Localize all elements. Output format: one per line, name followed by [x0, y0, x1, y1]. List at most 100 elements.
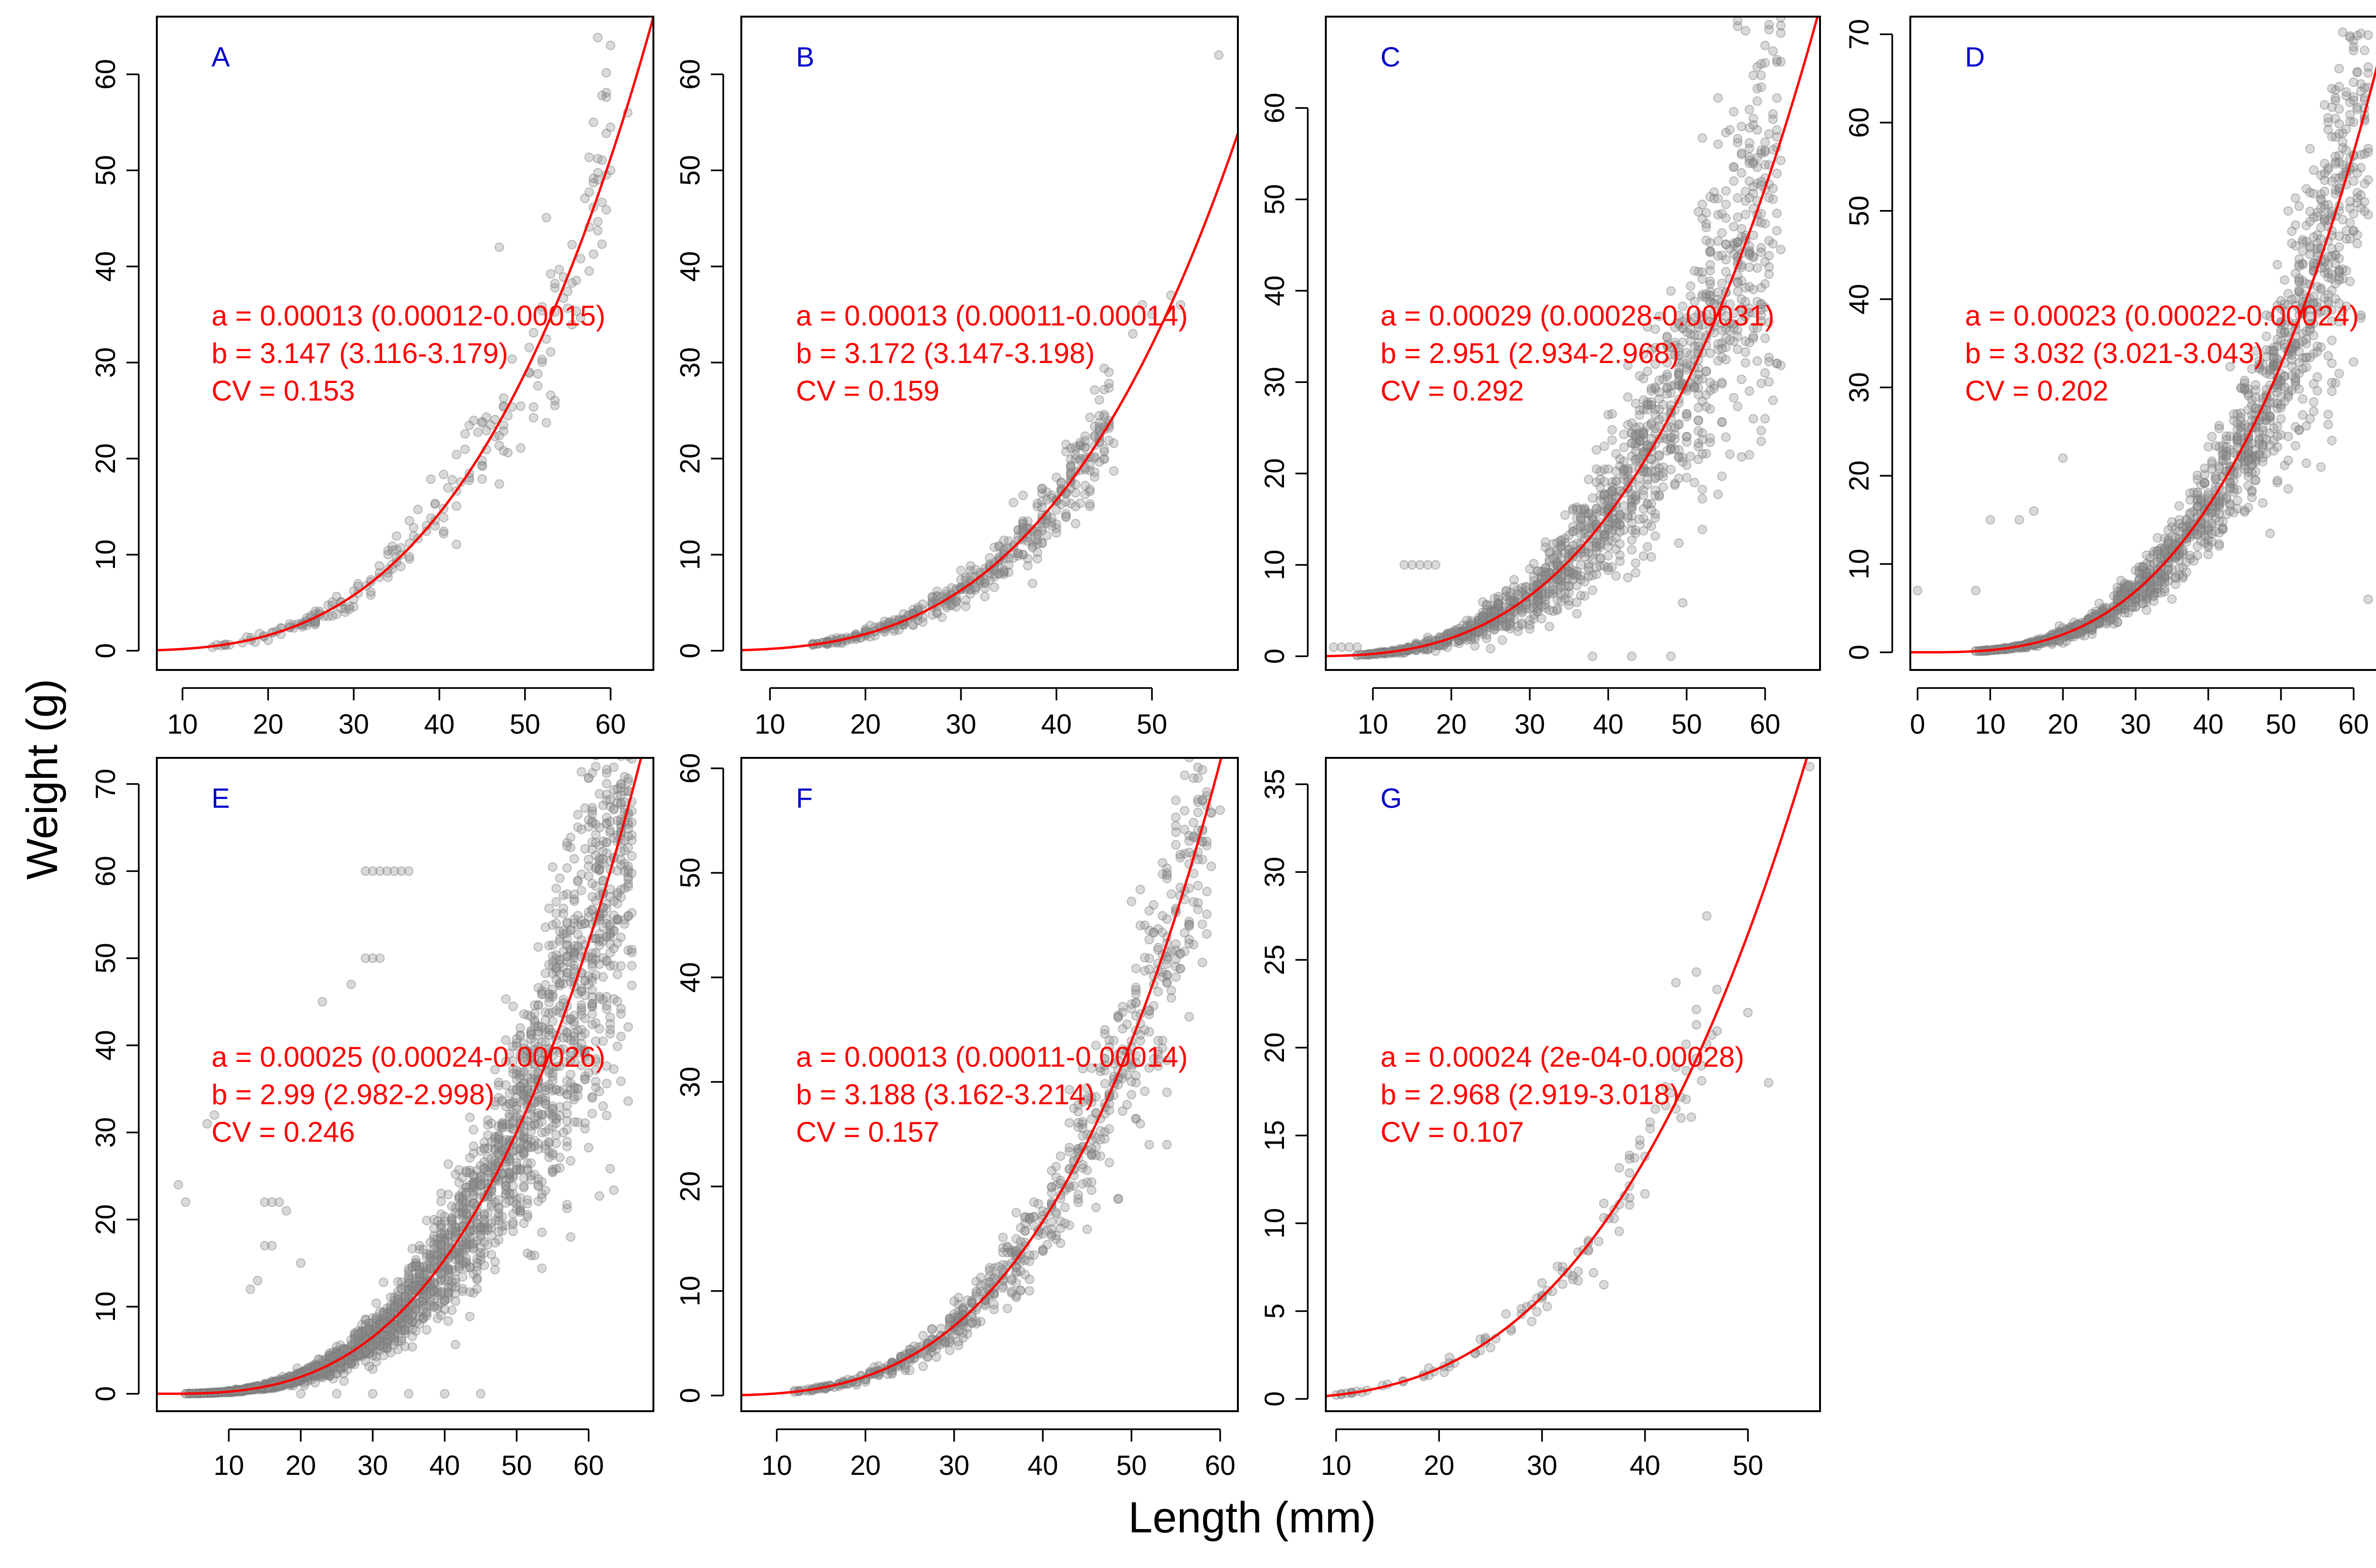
panel-C-point	[1744, 338, 1754, 348]
panel-B-point	[1027, 537, 1037, 547]
panel-C-point	[1666, 350, 1676, 360]
panel-B-point	[1090, 385, 1100, 395]
panel-B-point	[1023, 516, 1033, 526]
panel-C-point	[1697, 374, 1707, 384]
panel-C-point	[1654, 394, 1664, 404]
panel-C-point	[1521, 582, 1531, 592]
panel-B-point	[1085, 487, 1095, 497]
panel-B-point	[1080, 465, 1090, 475]
panel-E-point	[551, 883, 561, 893]
panel-C-point	[1588, 493, 1598, 503]
panel-C-point	[1736, 452, 1746, 462]
panel-D-point	[2334, 157, 2344, 167]
panel-A-point	[340, 604, 350, 614]
panel-D-point	[2334, 253, 2344, 263]
panel-C-point	[1631, 423, 1641, 433]
panel-C-point	[1607, 518, 1617, 528]
panel-C-point	[1533, 597, 1542, 607]
panel-B-point	[1099, 363, 1109, 373]
panel-C-point	[1541, 566, 1551, 576]
panel-C-point	[1600, 441, 1609, 451]
panel-D-point	[2214, 423, 2224, 433]
panel-A-point	[387, 545, 397, 555]
panel-C-point	[1650, 459, 1660, 469]
panel-C-point	[1776, 245, 1786, 255]
panel-C-point	[1603, 563, 1613, 573]
panel-A-point	[481, 412, 491, 422]
panel-A-y-tick-label: 60	[90, 59, 121, 90]
panel-D-point	[2319, 214, 2329, 224]
panel-C-point	[1591, 509, 1601, 519]
panel-C-point	[1717, 278, 1727, 288]
panel-C-point	[1741, 26, 1751, 36]
panel-C-point	[1600, 523, 1609, 533]
panel-C-x-tick-label: 20	[1436, 709, 1467, 740]
panel-C-point	[1717, 209, 1727, 219]
panel-A-point	[575, 254, 585, 264]
panel-C-point	[1697, 428, 1707, 438]
panel-A-point	[439, 513, 449, 523]
panel-B-point	[1008, 540, 1018, 550]
panel-C-point	[1595, 474, 1605, 484]
panel-C-point	[1705, 266, 1715, 276]
panel-B-point	[1047, 517, 1057, 527]
panel-C-point	[1638, 428, 1648, 438]
panel-C-point	[1494, 604, 1504, 614]
panel-D-outlier-point	[2014, 515, 2024, 525]
panel-A-point	[593, 226, 603, 236]
panel-C-point	[1568, 505, 1578, 515]
panel-C-point	[1756, 248, 1766, 257]
panel-A-x-tick-label: 40	[424, 709, 455, 740]
panel-B-point	[961, 595, 971, 605]
panel-B-point	[1066, 461, 1076, 471]
panel-A-point	[580, 193, 590, 203]
panel-C-point	[1650, 423, 1660, 433]
panel-C-point	[1694, 383, 1704, 393]
panel-B-point	[1071, 442, 1081, 452]
panel-E-point	[580, 1028, 590, 1038]
panel-C-point	[1662, 382, 1672, 392]
panel-C-point	[1556, 565, 1566, 575]
panel-C-point	[1650, 472, 1660, 482]
panel-C-point	[1697, 435, 1707, 445]
panel-B-point	[1104, 378, 1114, 388]
panel-C-point	[1674, 381, 1684, 391]
panel-C-point	[1717, 379, 1727, 389]
panel-E-point	[602, 1079, 612, 1089]
panel-B-point	[970, 583, 980, 593]
panel-C-point	[1529, 572, 1539, 582]
panel-C-point	[1505, 623, 1515, 633]
panel-B-point	[1075, 440, 1085, 450]
panel-B-point	[1104, 383, 1114, 393]
panel-B-point	[966, 561, 976, 571]
panel-A-point	[588, 173, 598, 183]
panel-C-point	[1721, 239, 1731, 249]
panel-C-point	[1485, 644, 1495, 654]
panel-C-point	[1489, 604, 1499, 614]
panel-C-point	[1505, 595, 1515, 605]
panel-C-point	[1533, 591, 1542, 601]
panel-C-point	[1686, 336, 1696, 346]
panel-C-point	[1572, 571, 1582, 581]
panel-C-point	[1686, 350, 1696, 360]
panel-D-point	[2316, 283, 2326, 293]
panel-C-point	[1705, 238, 1715, 248]
panel-D-point	[2301, 220, 2311, 230]
panel-B-point	[1023, 554, 1033, 564]
panel-A-point	[550, 278, 560, 288]
panel-D-x-tick-label: 40	[2193, 709, 2224, 740]
panel-B-point	[1104, 436, 1114, 446]
panel-C-point	[1576, 591, 1586, 601]
panel-D-point	[2352, 67, 2362, 77]
panel-B-point	[1052, 472, 1062, 482]
panel-C-point	[1615, 550, 1625, 560]
panel-B-point	[1080, 431, 1090, 441]
panel-C-point	[1631, 439, 1641, 449]
panel-B-point	[1071, 444, 1081, 454]
panel-D-y-tick-label: 30	[1844, 372, 1875, 403]
panel-C-point	[1689, 296, 1699, 306]
panel-E-point	[548, 1016, 557, 1026]
panel-C-point	[1533, 606, 1542, 616]
panel-C-point	[1768, 194, 1778, 204]
panel-C-point	[1744, 193, 1754, 203]
